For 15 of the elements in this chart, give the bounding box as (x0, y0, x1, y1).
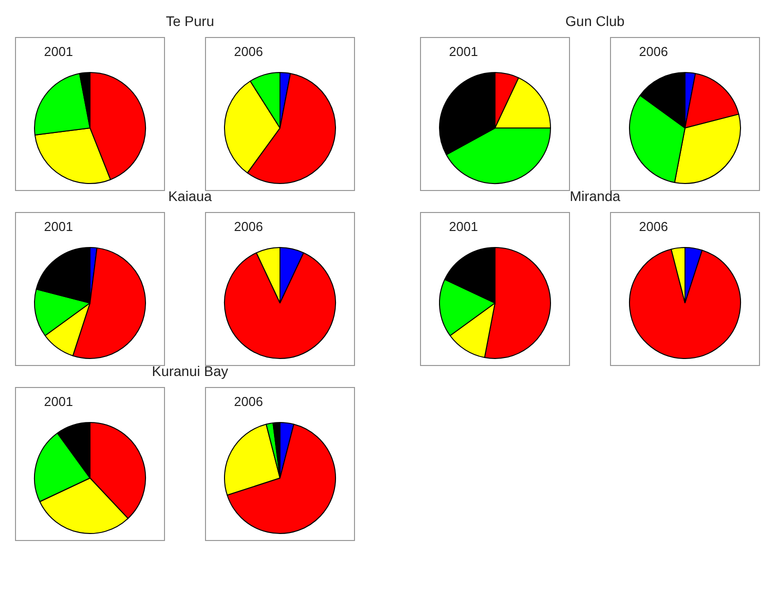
chart-subtitle: 2001 (44, 219, 73, 234)
chart-subtitle: 2006 (234, 394, 263, 409)
text: Kuranui Bay (150, 363, 230, 379)
chart-subtitle: 2001 (44, 394, 73, 409)
chart-subtitle: 2001 (449, 44, 478, 59)
chart-subtitle: 2001 (44, 44, 73, 59)
chart-subtitle: 2006 (234, 219, 263, 234)
text: Gun Club (564, 13, 626, 29)
text: Miranda (568, 188, 622, 204)
chart-subtitle: 2006 (234, 44, 263, 59)
chart-subtitle: 2006 (639, 219, 668, 234)
chart-subtitle: 2001 (449, 219, 478, 234)
chart-subtitle: 2006 (639, 44, 668, 59)
text: Kaiaua (167, 188, 213, 204)
text: Te Puru (164, 13, 216, 29)
